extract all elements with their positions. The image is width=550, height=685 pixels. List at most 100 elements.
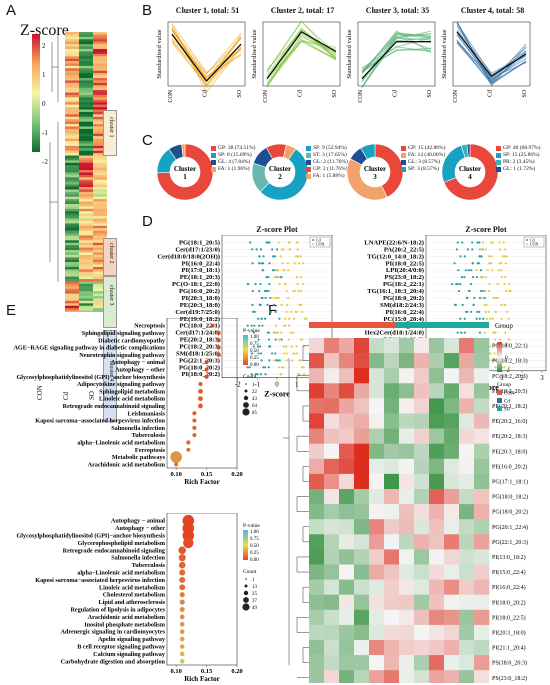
heatmap-f-cell (309, 398, 325, 414)
heatmap-f-cell (384, 398, 400, 414)
heatmap-f-cell (444, 473, 460, 490)
heatmap-f-cell (444, 489, 460, 505)
cluster-mean-line (266, 30, 337, 80)
heatmap-f-cell (384, 368, 400, 384)
heatmap-a-cell (79, 48, 93, 52)
heatmap-a-cell (65, 143, 79, 147)
heatmap-a-cell (79, 254, 93, 258)
heatmap-a-cell (79, 36, 93, 40)
heatmap-a-cell (93, 114, 107, 118)
heatmap-a-cell (79, 109, 93, 113)
heatmap-a-cell (65, 233, 79, 236)
heatmap-a-cell (93, 233, 107, 236)
heatmap-a-cell (93, 220, 107, 224)
heatmap-f-cell (414, 353, 430, 369)
heatmap-a-cell (65, 58, 79, 62)
heatmap-f-cell (444, 534, 460, 550)
heatmap-f-cell (399, 443, 415, 460)
heatmap-a-cell (93, 150, 107, 154)
heatmap-a-cell (65, 94, 79, 98)
heatmap-f-cell (474, 640, 490, 656)
zscore-point (301, 262, 305, 265)
heatmap-f-cell (339, 624, 355, 641)
kegg-pathway-label: Carbohydrate digestion and absorption (61, 658, 166, 665)
heatmap-a-cell (93, 189, 107, 193)
heatmap-f-cell (309, 549, 325, 565)
heatmap-f-cell (429, 594, 445, 611)
zscore-point (499, 338, 502, 341)
zscore-point (508, 366, 511, 369)
zscore-point (478, 248, 481, 251)
heatmap-f-cell (309, 338, 325, 354)
heatmap-f-cell (414, 534, 430, 550)
heatmap-f-scale-tick: 0 (505, 355, 508, 361)
donut-legend-item: SP: 3 (8.57%) (401, 166, 445, 173)
heatmap-a-cell (65, 203, 79, 207)
zscore-point (295, 345, 298, 348)
heatmap-a-cell (93, 162, 107, 166)
donut-legend-item: GL: 3 (8.57%) (401, 159, 445, 166)
heatmap-a-cell (93, 87, 107, 91)
zscore-point (471, 248, 474, 251)
zscore-point (280, 248, 284, 251)
heatmap-f-cell (459, 368, 475, 384)
zscore-point (504, 262, 507, 265)
donut-legend-item: GL: 4 (7.84%) (211, 159, 255, 166)
kegg-pathway-label: Cholesterol metabolism (103, 592, 166, 599)
heatmap-a-cell (65, 41, 79, 45)
heatmap-f-cell (459, 443, 475, 460)
heatmap-f-cell (354, 353, 370, 369)
zscore-point (454, 303, 457, 306)
zscore-point (488, 255, 491, 258)
zscore-point (453, 262, 456, 265)
zscore-point (274, 269, 277, 272)
pvalue-tick: 0.00 (250, 363, 259, 368)
kegg-dot (186, 440, 191, 445)
heatmap-a-cell (93, 240, 107, 244)
heatmap-f-cell (414, 609, 430, 626)
kegg-pathway-label: Autophagy − animal (111, 518, 165, 525)
heatmap-f-cell (414, 504, 430, 520)
heatmap-a-cell (65, 78, 79, 81)
zscore-point (278, 317, 281, 320)
heatmap-f-cell (474, 489, 490, 505)
donut-legend-item: GP: 40 (68.97%) (496, 145, 540, 152)
heatmap-f-cell (339, 519, 355, 535)
heatmap-a-cell (65, 189, 79, 193)
heatmap-f-dendrogram (283, 345, 309, 678)
zscore-point (273, 276, 277, 279)
pvalue-tick: 0.75 (250, 537, 259, 542)
zscore-point (246, 324, 249, 327)
heatmap-f-cell (339, 640, 355, 656)
kegg-pathway-label: Diabetic cardiomyopathy (98, 337, 166, 344)
heatmap-f-cell (444, 443, 460, 460)
heatmap-a-cell (65, 114, 79, 118)
heatmap-a-cell (65, 288, 79, 292)
heatmap-f-cell (444, 504, 460, 520)
heatmap-f-cell (429, 534, 445, 550)
heatmap-a-cell (65, 51, 79, 55)
heatmap-a-cell (93, 99, 107, 103)
zscore-point (262, 255, 265, 258)
heatmap-a-cell (79, 279, 93, 282)
zscore-point (254, 373, 257, 376)
zscore-point (493, 352, 496, 355)
donut-legend-item: FA: 1 (1.96%) (211, 166, 255, 173)
heatmap-a-cell (93, 141, 107, 144)
zscore-point (284, 317, 287, 320)
heatmap-a-cell (79, 32, 93, 35)
heatmap-f-cell (339, 655, 355, 671)
heatmap-f-cell (474, 458, 490, 475)
zscore-point (287, 269, 290, 272)
zscore-point (497, 269, 500, 272)
zscore-point (279, 255, 282, 258)
heatmap-a-cell (65, 68, 79, 72)
kegg-pathway-label: B cell receptor signaling pathway (77, 644, 166, 651)
cluster-member-line (361, 47, 432, 70)
heatmap-a-cell (93, 63, 107, 67)
heatmap-f-cell (354, 489, 370, 505)
heatmap-a-cell (79, 85, 93, 89)
zscore-point (471, 241, 474, 244)
heatmap-f-cell (414, 670, 430, 683)
heatmap-f-cell (459, 579, 475, 595)
